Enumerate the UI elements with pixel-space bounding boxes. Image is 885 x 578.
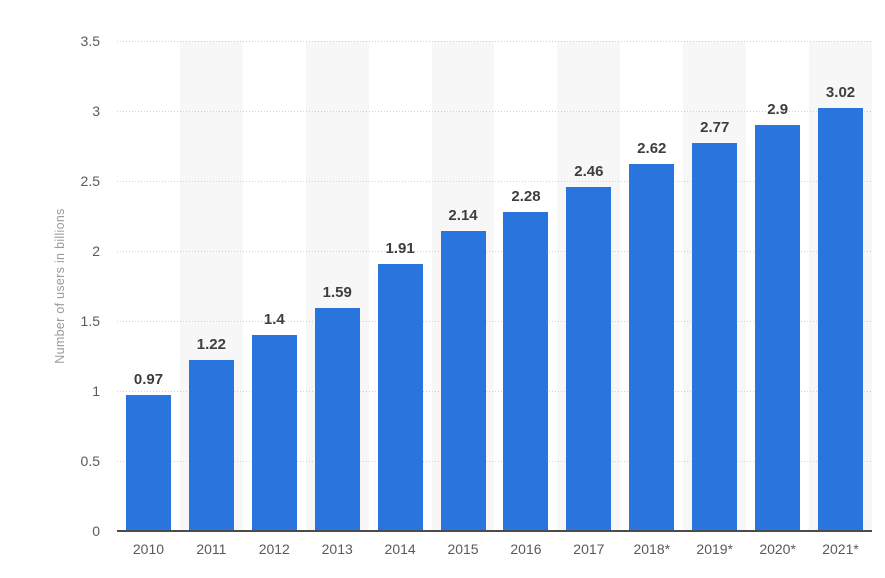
bar-value-label: 1.22 (196, 336, 226, 354)
x-axis-line (117, 530, 872, 532)
bar-value-label: 2.62 (637, 140, 667, 158)
bar[interactable] (125, 395, 171, 531)
y-tick-label: 2 (92, 243, 100, 259)
x-tick-label: 2011 (196, 541, 227, 557)
y-tick-label: 3.5 (80, 33, 100, 49)
x-tick-label: 2021* (822, 541, 859, 557)
bar[interactable] (692, 143, 738, 531)
bar[interactable] (440, 231, 486, 531)
x-tick-label: 2013 (321, 541, 353, 557)
gridline (117, 461, 872, 462)
bar-value-label: 2.14 (448, 207, 478, 225)
x-tick-label: 2012 (258, 541, 290, 557)
bar-value-label: 0.97 (133, 371, 164, 389)
gridline (117, 41, 872, 42)
x-tick-label: 2010 (132, 541, 165, 557)
y-axis-title: Number of users in billions (53, 208, 67, 364)
x-tick-label: 2016 (510, 541, 542, 557)
bar-value-label: 2.9 (767, 101, 789, 118)
bar-value-label: 1.4 (263, 311, 285, 328)
y-tick-label: 0 (92, 523, 100, 539)
gridline (117, 321, 872, 322)
bar-value-label: 2.28 (511, 187, 541, 205)
bar[interactable] (188, 360, 234, 531)
bar[interactable] (314, 308, 360, 531)
bar[interactable] (755, 125, 801, 531)
bar-value-label: 3.02 (825, 84, 856, 102)
y-tick-label: 3 (92, 103, 100, 119)
x-tick-label: 2017 (573, 541, 605, 557)
bar[interactable] (566, 186, 612, 531)
gridline (117, 181, 872, 182)
gridline (117, 391, 872, 392)
y-tick-label: 2.5 (80, 173, 100, 189)
x-tick-label: 2020* (759, 541, 796, 557)
gridline (117, 251, 872, 252)
x-tick-label: 2015 (447, 541, 479, 557)
y-tick-label: 0.5 (80, 453, 100, 469)
bar-value-label: 1.91 (385, 239, 415, 257)
bar[interactable] (818, 108, 864, 531)
bar-value-label: 2.77 (700, 119, 730, 137)
y-tick-label: 1.5 (80, 313, 100, 329)
bar[interactable] (629, 164, 675, 531)
x-tick-label: 2019* (696, 541, 733, 557)
bar[interactable] (503, 211, 549, 531)
bar[interactable] (251, 335, 297, 531)
x-tick-label: 2018* (633, 541, 671, 557)
y-tick-label: 1 (92, 383, 100, 399)
bar-value-label: 1.59 (322, 284, 352, 302)
bar-value-label: 2.46 (574, 162, 604, 180)
bar[interactable] (377, 263, 423, 531)
x-tick-label: 2014 (384, 541, 416, 557)
gridline (117, 111, 872, 112)
